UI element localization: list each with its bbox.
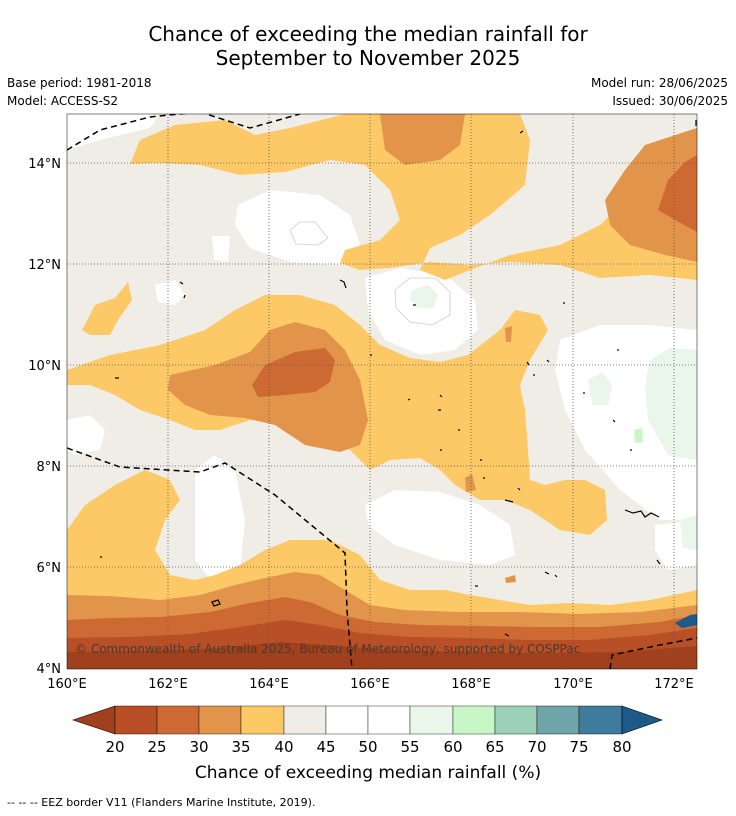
colorbar: 20 25 30 35 40 45 50 55 60 65 70 75 80 C… (72, 705, 663, 783)
region-35-dot1 (505, 326, 512, 342)
colorbar-seg (283, 705, 327, 735)
colorbar-seg (536, 705, 580, 735)
eez-footnote: -- -- -- EEZ border V11 (Flanders Marine… (7, 796, 316, 809)
region-40-west12 (82, 282, 132, 335)
region-35-dot3 (505, 575, 516, 583)
colorbar-tick: 50 (358, 738, 377, 756)
colorbar-seg (452, 705, 496, 735)
region-30-ne (658, 155, 697, 232)
region-50-w12 (155, 280, 185, 305)
y-tick-label: 8°N (37, 460, 62, 475)
region-35-dot2 (465, 474, 476, 492)
colorbar-tick: 80 (612, 738, 631, 756)
x-tick-label: 168°E (451, 677, 491, 692)
colorbar-seg (114, 705, 158, 735)
eez-border-se (609, 637, 697, 669)
chart-title: Chance of exceeding the median rainfall … (0, 22, 736, 70)
contour-55 (394, 277, 451, 326)
colorbar-high-arrow (621, 705, 663, 735)
colorbar-tick: 65 (485, 738, 504, 756)
region-50-w8 (67, 415, 105, 455)
colorbar-low-arrow (72, 705, 116, 735)
region-20-south (67, 642, 697, 669)
colorbar-label: Chance of exceeding median rainfall (%) (195, 763, 541, 783)
x-tick-label: 170°E (553, 677, 593, 692)
colorbar-seg (494, 705, 538, 735)
colorbar-tick: 55 (400, 738, 419, 756)
colorbar-seg (409, 705, 454, 735)
colorbar-tick: 70 (527, 738, 546, 756)
region-blue (675, 614, 697, 628)
colorbar-tick: 40 (274, 738, 293, 756)
base-period: Base period: 1981-2018 (7, 76, 152, 90)
islands (100, 120, 697, 637)
colorbar-tick: 25 (147, 738, 166, 756)
colorbar-tick: 35 (231, 738, 250, 756)
region-50-w12b (212, 236, 230, 262)
region-60-c (588, 372, 612, 405)
region-30-central (252, 348, 335, 397)
y-tick-label: 14°N (28, 157, 61, 172)
map-frame (66, 113, 698, 670)
copyright-text: © Commonwealth of Australia 2025, Bureau… (75, 642, 580, 656)
colorbar-seg (367, 705, 411, 735)
colorbar-seg (578, 705, 623, 735)
model-name: Model: ACCESS-S2 (7, 94, 119, 108)
region-50-nw (67, 114, 160, 150)
model-run: Model run: 28/06/2025 (590, 76, 728, 90)
y-tick-label: 4°N (37, 662, 62, 677)
colorbar-seg (325, 705, 369, 735)
y-axis: 14°N 12°N 10°N 8°N 6°N 4°N (28, 157, 61, 677)
x-tick-label: 172°E (654, 677, 694, 692)
region-65 (634, 428, 643, 443)
issued-date: Issued: 30/06/2025 (612, 94, 728, 108)
region-50-center (365, 490, 515, 565)
region-40-north (130, 114, 697, 280)
region-35-north (380, 114, 465, 165)
eez-border-north (67, 114, 301, 151)
region-50-mid (365, 268, 478, 355)
meta-right: Model run: 28/06/2025 Issued: 30/06/2025 (591, 74, 728, 110)
title-line-2: September to November 2025 (215, 46, 521, 70)
region-50-north (235, 190, 360, 265)
region-60-d (680, 515, 697, 550)
x-axis: 160°E 162°E 164°E 166°E 168°E 170°E 172°… (47, 677, 694, 692)
region-60-b (645, 348, 697, 460)
title-line-1: Chance of exceeding the median rainfall … (148, 22, 588, 46)
colorbar-seg (198, 705, 242, 735)
region-60-a (410, 285, 438, 308)
region-40-patch (290, 152, 308, 165)
contour-55-b (289, 221, 329, 246)
gridlines (67, 114, 697, 669)
x-tick-label: 162°E (148, 677, 188, 692)
y-tick-label: 12°N (28, 258, 61, 273)
x-tick-label: 166°E (350, 677, 390, 692)
map-area (67, 114, 697, 669)
colorbar-tick: 30 (189, 738, 208, 756)
x-tick-label: 164°E (249, 677, 289, 692)
y-tick-label: 6°N (37, 561, 62, 576)
y-tick-label: 10°N (28, 359, 61, 374)
x-tick-label: 160°E (47, 677, 87, 692)
colorbar-tick: 75 (569, 738, 588, 756)
colorbar-tick: 45 (316, 738, 335, 756)
eez-border-south (67, 447, 353, 669)
region-50-sw (195, 455, 245, 585)
colorbar-tick: 20 (105, 738, 124, 756)
colorbar-tick: 60 (443, 738, 462, 756)
colorbar-seg (240, 705, 285, 735)
colorbar-seg (156, 705, 200, 735)
meta-left: Base period: 1981-2018 Model: ACCESS-S2 (7, 74, 152, 110)
